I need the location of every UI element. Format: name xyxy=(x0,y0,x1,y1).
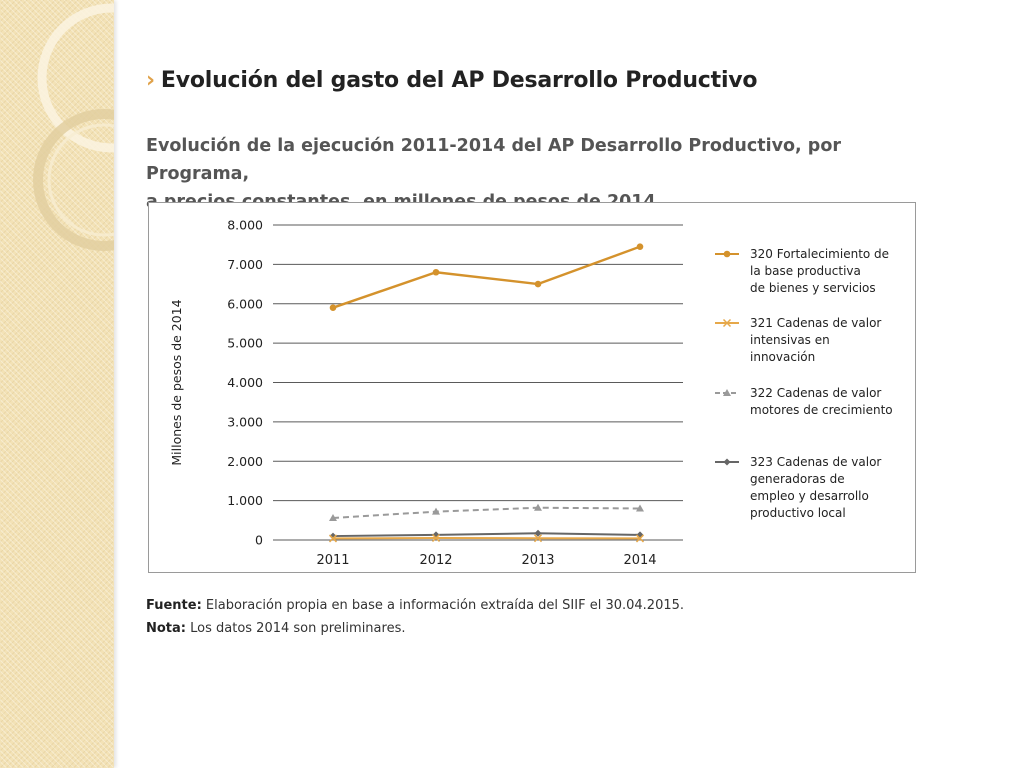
y-tick-label: 6.000 xyxy=(227,296,263,311)
y-tick-label: 2.000 xyxy=(227,454,263,469)
series-line xyxy=(332,245,641,309)
page-title-text: Evolución del gasto del AP Desarrollo Pr… xyxy=(160,68,758,93)
series-line xyxy=(332,532,641,538)
data-point xyxy=(534,280,542,288)
x-tick-label: 2014 xyxy=(623,553,656,568)
legend-label: empleo y desarrollo xyxy=(750,489,869,503)
decorative-circles xyxy=(33,3,114,251)
data-point xyxy=(533,534,543,543)
legend-label: innovación xyxy=(750,350,815,364)
legend-label: intensivas en xyxy=(750,333,830,347)
data-point xyxy=(636,531,644,539)
legend-label: motores de crecimiento xyxy=(750,403,893,417)
chart-subtitle-line-1: Evolución de la ejecución 2011-2014 del … xyxy=(146,136,841,184)
legend-label: 322 Cadenas de valor xyxy=(750,386,881,400)
chart-container: 0 1.000 2.000 3.000 4.000 5.000 6.000 7.000 8.00… xyxy=(148,202,916,573)
preliminary-note: Nota: Los datos 2014 son preliminares. xyxy=(146,617,684,640)
legend-label: productivo local xyxy=(750,506,846,520)
legend-label: de bienes y servicios xyxy=(750,281,876,295)
footnotes: Fuente: Elaboración propia en base a inf… xyxy=(146,594,684,640)
data-point xyxy=(534,503,542,511)
x-tick-label: 2012 xyxy=(419,553,452,568)
x-tick-label: 2011 xyxy=(316,553,349,568)
legend-marker xyxy=(723,250,731,258)
y-tick-label: 7.000 xyxy=(227,257,263,272)
data-point xyxy=(636,243,644,250)
data-point xyxy=(329,304,337,311)
note-label: Nota: xyxy=(146,621,186,636)
legend-label: 320 Fortalecimiento de xyxy=(750,247,889,261)
legend-label: 323 Cadenas de valor xyxy=(750,455,881,469)
y-tick-label: 5.000 xyxy=(227,336,263,351)
x-tick-label: 2013 xyxy=(521,553,554,568)
page-title: › Evolución del gasto del AP Desarrollo P… xyxy=(146,68,758,93)
legend-label: generadoras de xyxy=(750,472,845,486)
line-chart: 0 1.000 2.000 3.000 4.000 5.000 6.000 7.000 8.00… xyxy=(169,218,893,569)
data-point xyxy=(329,513,337,521)
y-tick-label: 8.000 xyxy=(227,218,263,233)
data-point xyxy=(635,534,645,543)
source-note: Fuente: Elaboración propia en base a inf… xyxy=(146,594,684,617)
y-axis-label: Millones de pesos de 2014 xyxy=(169,299,184,465)
legend-label: la base productiva xyxy=(750,264,861,278)
data-point xyxy=(534,529,542,537)
data-point xyxy=(636,504,644,512)
legend-label: 321 Cadenas de valor xyxy=(750,316,881,330)
y-tick-label: 3.000 xyxy=(227,414,263,429)
data-point xyxy=(431,534,441,543)
decorative-sidebar-band xyxy=(0,0,114,768)
data-point xyxy=(432,507,440,515)
data-point xyxy=(328,534,338,543)
chevron-right-icon: › xyxy=(146,68,155,93)
y-tick-label: 4.000 xyxy=(227,375,263,390)
series-line xyxy=(332,506,641,519)
y-tick-label: 1.000 xyxy=(227,493,263,508)
legend-marker xyxy=(723,458,731,466)
legend-marker xyxy=(722,318,732,328)
y-tick-label: 0 xyxy=(255,533,263,548)
legend-marker xyxy=(723,389,731,396)
note-text: Los datos 2014 son preliminares. xyxy=(186,621,406,636)
source-label: Fuente: xyxy=(146,598,202,613)
data-point xyxy=(432,268,440,276)
source-text: Elaboración propia en base a información… xyxy=(201,598,685,613)
